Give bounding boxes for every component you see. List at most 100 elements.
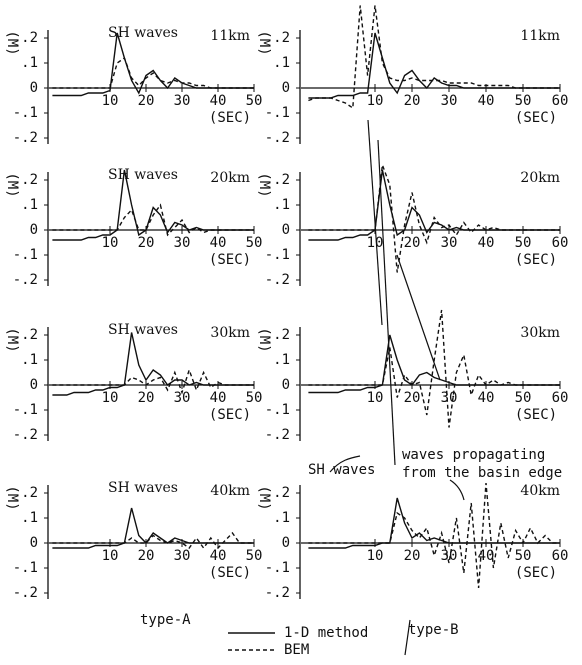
- y-tick-label: -.1: [13, 402, 38, 418]
- x-tick-label: 10: [367, 390, 384, 406]
- y-tick-label: -.2: [13, 585, 38, 601]
- x-tick-label: 40: [210, 235, 227, 251]
- x-tick-label: 40: [210, 93, 227, 109]
- x-tick-label: 50: [246, 235, 263, 251]
- distance-label: 20km: [520, 170, 560, 186]
- x-tick-label: 30: [441, 548, 458, 564]
- y-tick-label: 0: [282, 80, 290, 96]
- x-tick-label: 50: [515, 390, 532, 406]
- y-tick-label: -.1: [265, 105, 290, 121]
- x-tick-label: 50: [246, 548, 263, 564]
- x-tick-label: 30: [174, 390, 191, 406]
- x-tick-label: 20: [138, 235, 155, 251]
- annotation: SH waves: [308, 462, 375, 478]
- y-tick-label: .2: [273, 327, 290, 343]
- x-tick-label: 20: [404, 93, 421, 109]
- y-tick-label: -.2: [265, 272, 290, 288]
- distance-label: 11km: [520, 28, 560, 44]
- waveform: [308, 32, 560, 99]
- y-tick-label: 0: [282, 377, 290, 393]
- waveform: [308, 497, 560, 549]
- x-tick-label: 40: [478, 235, 495, 251]
- x-tick-label: 40: [478, 93, 495, 109]
- y-tick-label: -.2: [265, 585, 290, 601]
- y-tick-label: 0: [30, 377, 38, 393]
- y-tick-label: .1: [21, 510, 38, 526]
- y-axis-label: (M): [256, 30, 272, 55]
- x-tick-label: 30: [441, 390, 458, 406]
- y-tick-label: .1: [21, 352, 38, 368]
- y-tick-label: 0: [282, 222, 290, 238]
- y-tick-label: 0: [282, 535, 290, 551]
- x-tick-label: 30: [174, 548, 191, 564]
- y-tick-label: -.2: [265, 130, 290, 146]
- x-tick-label: 40: [478, 390, 495, 406]
- x-axis-label: (SEC): [209, 565, 251, 581]
- annotation: from the basin edge: [402, 465, 562, 481]
- y-tick-label: 0: [30, 80, 38, 96]
- propagation-lines: [329, 119, 465, 656]
- x-axis-label: (SEC): [209, 407, 251, 423]
- x-tick-label: 30: [441, 93, 458, 109]
- x-tick-label: 30: [174, 235, 191, 251]
- y-axis-label: (M): [4, 30, 20, 55]
- legend-label: BEM: [284, 642, 309, 658]
- x-axis-label: (SEC): [515, 110, 557, 126]
- x-tick-label: 10: [102, 548, 119, 564]
- y-tick-label: .2: [21, 485, 38, 501]
- distance-label: 11km: [210, 28, 250, 44]
- x-tick-label: 20: [404, 235, 421, 251]
- propagation-line: [367, 119, 383, 326]
- x-tick-label: 40: [210, 390, 227, 406]
- x-tick-label: 50: [515, 548, 532, 564]
- y-tick-label: .2: [21, 327, 38, 343]
- x-tick-label: 60: [552, 235, 569, 251]
- y-axis-label: (M): [4, 485, 20, 510]
- y-tick-label: .1: [273, 197, 290, 213]
- propagation-line: [396, 254, 441, 381]
- x-tick-label: 50: [246, 390, 263, 406]
- waveform: [308, 309, 560, 428]
- y-tick-label: -.2: [13, 130, 38, 146]
- waveform: [52, 531, 254, 550]
- arrow: [329, 455, 361, 473]
- type-label: type-B: [408, 622, 459, 638]
- y-tick-label: .1: [273, 510, 290, 526]
- y-tick-label: .1: [21, 55, 38, 71]
- distance-label: 40km: [210, 483, 250, 499]
- y-tick-label: .1: [273, 55, 290, 71]
- arrow: [449, 479, 465, 501]
- waveform: [308, 5, 560, 110]
- x-tick-label: 20: [138, 390, 155, 406]
- x-axis-label: (SEC): [515, 407, 557, 423]
- x-tick-label: 50: [515, 93, 532, 109]
- y-axis-label: (M): [4, 172, 20, 197]
- y-tick-label: -.2: [13, 272, 38, 288]
- x-tick-label: 20: [404, 390, 421, 406]
- distance-label: 20km: [210, 170, 250, 186]
- propagation-line: [377, 139, 396, 466]
- x-tick-label: 20: [404, 548, 421, 564]
- x-tick-label: 50: [246, 93, 263, 109]
- propagation-line: [404, 619, 411, 656]
- x-tick-label: 10: [102, 235, 119, 251]
- y-tick-label: .2: [273, 30, 290, 46]
- panel-title: SH waves: [108, 322, 178, 338]
- x-tick-label: 60: [552, 390, 569, 406]
- y-tick-label: -.1: [13, 247, 38, 263]
- type-label: type-A: [140, 612, 191, 628]
- y-tick-label: -.2: [265, 427, 290, 443]
- y-axis-label: (M): [4, 327, 20, 352]
- y-tick-label: .2: [21, 172, 38, 188]
- x-tick-label: 50: [515, 235, 532, 251]
- y-tick-label: -.2: [13, 427, 38, 443]
- x-axis-label: (SEC): [209, 252, 251, 268]
- x-axis-label: (SEC): [209, 110, 251, 126]
- annotation: waves propagating: [402, 447, 545, 463]
- panel-title: SH waves: [108, 480, 178, 496]
- y-tick-label: .1: [21, 197, 38, 213]
- y-axis-label: (M): [256, 327, 272, 352]
- y-axis-label: (M): [256, 485, 272, 510]
- x-tick-label: 30: [441, 235, 458, 251]
- y-tick-label: 0: [30, 535, 38, 551]
